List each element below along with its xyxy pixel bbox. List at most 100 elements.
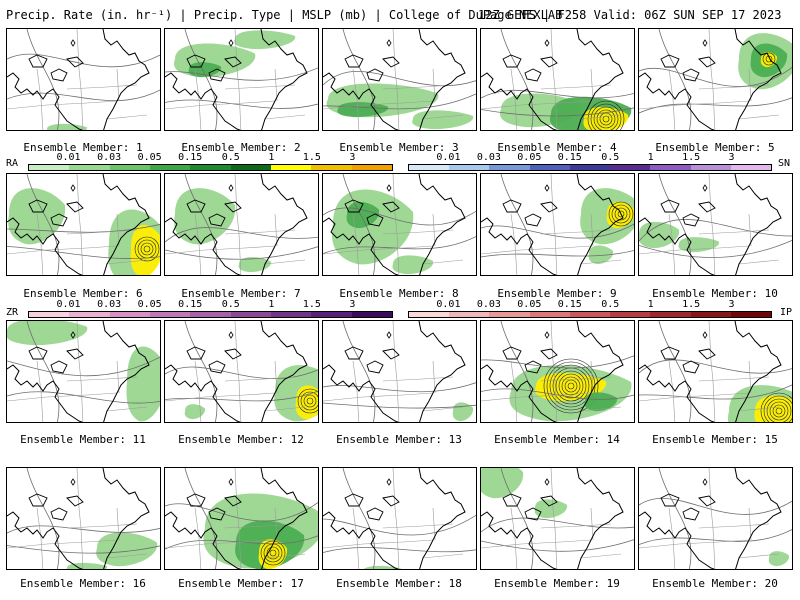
legend-tick-label: 0.01 xyxy=(436,152,461,163)
ensemble-member-label: Ensemble Member: 20 xyxy=(652,577,778,590)
ensemble-panel xyxy=(322,28,477,131)
map-graphic xyxy=(481,468,634,569)
ensemble-panel xyxy=(322,467,477,570)
legend-swatch xyxy=(409,312,450,317)
legend-swatch xyxy=(569,165,611,170)
legend-tick-label: 0.01 xyxy=(436,299,461,310)
legend-tick-label: 0.05 xyxy=(137,299,162,310)
ensemble-member-label: Ensemble Member: 14 xyxy=(494,433,620,446)
map-graphic xyxy=(7,468,160,569)
legend-swatch xyxy=(149,165,191,170)
legend-tick-label: 0.05 xyxy=(517,152,542,163)
legend-swatch xyxy=(569,312,611,317)
legend-swatch xyxy=(29,165,70,170)
map-graphic xyxy=(639,321,792,422)
legend-tick-label: 3 xyxy=(349,299,356,310)
legend-tag-ra: RA xyxy=(6,158,19,169)
legend-tick-label: 0.01 xyxy=(56,152,81,163)
legend-swatch xyxy=(730,312,771,317)
legend-tick-label: 0.05 xyxy=(517,299,542,310)
ensemble-member-label: Ensemble Member: 7 xyxy=(181,287,301,300)
map-graphic xyxy=(165,29,318,130)
map-graphic xyxy=(165,468,318,569)
legend-tick-label: 0.5 xyxy=(601,299,620,310)
legend-tick-label: 1 xyxy=(268,299,275,310)
map-graphic xyxy=(323,174,476,275)
legend-swatch xyxy=(270,165,312,170)
map-graphic xyxy=(639,29,792,130)
ensemble-panel xyxy=(322,173,477,276)
ensemble-panel xyxy=(164,467,319,570)
legend-swatch xyxy=(230,312,271,317)
legend-tick-label: 0.5 xyxy=(601,152,620,163)
ensemble-member-label: Ensemble Member: 3 xyxy=(339,141,459,154)
legend-tick-label: 0.5 xyxy=(221,152,240,163)
ensemble-member-label: Ensemble Member: 11 xyxy=(20,433,146,446)
legend-tag-sn: SN xyxy=(778,158,791,169)
map-graphic xyxy=(7,174,160,275)
ensemble-member-label: Ensemble Member: 4 xyxy=(497,141,617,154)
legend-bar-sn xyxy=(408,164,772,171)
legend-tick-label: 1.5 xyxy=(302,299,321,310)
legend-swatch xyxy=(29,312,70,317)
ensemble-panel xyxy=(480,467,635,570)
legend-bar-ra xyxy=(28,164,393,171)
legend-tick-label: 1.5 xyxy=(302,152,321,163)
legend-swatch xyxy=(449,312,490,317)
ensemble-member-label: Ensemble Member: 10 xyxy=(652,287,778,300)
header-title: Precip. Rate (in. hr⁻¹) | Precip. Type |… xyxy=(6,8,563,22)
map-graphic xyxy=(165,321,318,422)
legend-tick-label: 0.03 xyxy=(97,299,122,310)
legend-swatch xyxy=(529,312,570,317)
map-graphic xyxy=(481,174,634,275)
legend-swatch xyxy=(409,165,450,170)
map-graphic xyxy=(323,468,476,569)
legend-swatch xyxy=(311,165,352,170)
ensemble-panel xyxy=(638,28,793,131)
legend-tick-label: 1.5 xyxy=(682,299,701,310)
legend-swatch xyxy=(230,165,271,170)
ensemble-panel xyxy=(6,467,161,570)
header: Precip. Rate (in. hr⁻¹) | Precip. Type |… xyxy=(0,0,800,26)
ensemble-panel xyxy=(638,320,793,423)
ensemble-member-label: Ensemble Member: 6 xyxy=(23,287,143,300)
ensemble-panel xyxy=(164,320,319,423)
ensemble-panel xyxy=(6,173,161,276)
legend-swatch xyxy=(270,312,312,317)
ensemble-member-label: Ensemble Member: 13 xyxy=(336,433,462,446)
ensemble-member-label: Ensemble Member: 5 xyxy=(655,141,775,154)
header-run-info: 12Z GEFS | F258 Valid: 06Z SUN SEP 17 20… xyxy=(478,8,782,22)
map-graphic xyxy=(165,174,318,275)
ensemble-panel xyxy=(322,320,477,423)
ensemble-panel xyxy=(480,173,635,276)
legend-tick-label: 0.15 xyxy=(178,299,203,310)
ensemble-panel xyxy=(638,467,793,570)
legend-swatch xyxy=(109,312,150,317)
ensemble-member-label: Ensemble Member: 12 xyxy=(178,433,304,446)
legend-tick-label: 0.03 xyxy=(476,299,501,310)
ensemble-panel xyxy=(480,320,635,423)
ensemble-member-label: Ensemble Member: 1 xyxy=(23,141,143,154)
legend-tick-label: 0.05 xyxy=(137,152,162,163)
legend-tick-label: 3 xyxy=(728,152,735,163)
legend-swatch xyxy=(449,165,490,170)
map-graphic xyxy=(639,468,792,569)
ensemble-member-label: Ensemble Member: 2 xyxy=(181,141,301,154)
map-graphic xyxy=(323,321,476,422)
legend-tick-label: 0.5 xyxy=(221,299,240,310)
legend-swatch xyxy=(489,312,530,317)
ensemble-member-label: Ensemble Member: 17 xyxy=(178,577,304,590)
legend-tick-label: 0.15 xyxy=(557,152,582,163)
ensemble-panel xyxy=(480,28,635,131)
ensemble-panel xyxy=(6,28,161,131)
legend-tick-label: 0.15 xyxy=(178,152,203,163)
ensemble-panel xyxy=(638,173,793,276)
legend-swatch xyxy=(190,312,231,317)
map-graphic xyxy=(639,174,792,275)
ensemble-panel xyxy=(164,28,319,131)
legend-swatch xyxy=(610,165,651,170)
map-graphic xyxy=(481,321,634,422)
legend-bar-zr xyxy=(28,311,393,318)
legend-swatch xyxy=(69,312,110,317)
map-graphic xyxy=(481,29,634,130)
